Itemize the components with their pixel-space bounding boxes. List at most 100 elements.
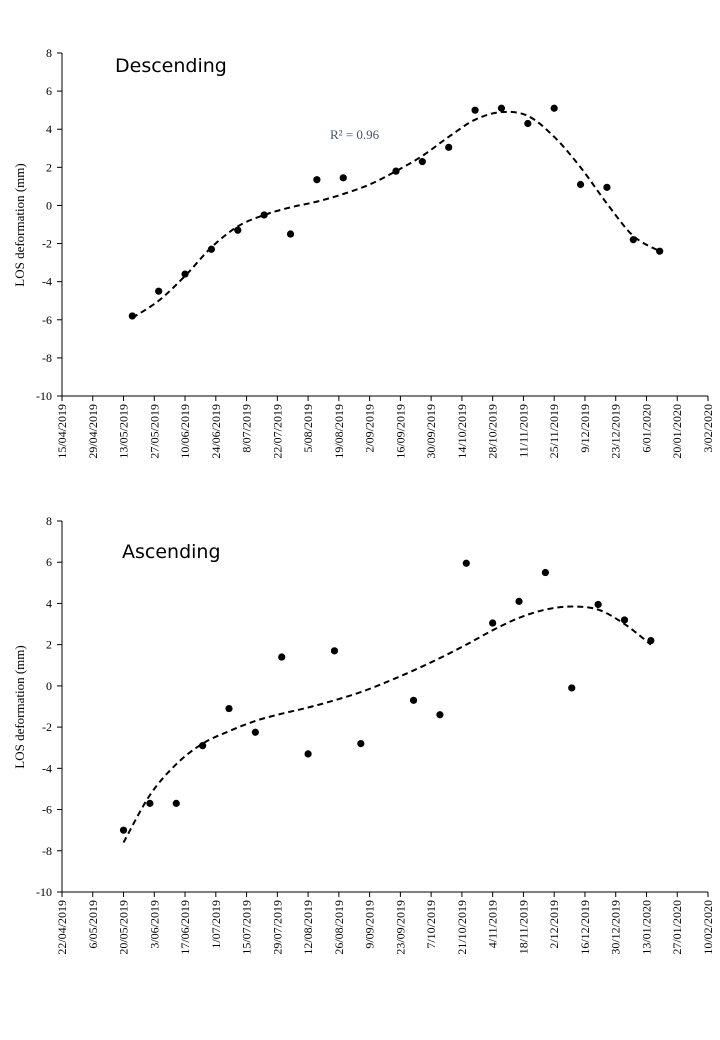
chart-ascending: Ascending LOS deformation (mm) -10 -8 -6 -4… <box>12 514 715 955</box>
x-tick-label: 15/04/2019 <box>55 404 69 459</box>
x-tick-label: 27/01/2020 <box>670 900 684 955</box>
x-tick-label: 25/11/2019 <box>547 404 561 458</box>
data-point <box>515 597 523 605</box>
y-tick-label: -2 <box>42 720 52 734</box>
x-tick-label: 29/04/2019 <box>86 404 100 459</box>
x-tick-label: 5/08/2019 <box>301 404 315 453</box>
data-point <box>260 211 268 219</box>
data-point <box>497 104 506 112</box>
x-tick-label: 30/09/2019 <box>424 404 438 459</box>
x-tick-label: 20/05/2019 <box>117 900 131 955</box>
data-point <box>524 119 532 128</box>
x-tick-label: 14/10/2019 <box>455 404 469 459</box>
r-squared-annotation: R² = 0.96 <box>330 127 380 142</box>
x-tick-label: 28/10/2019 <box>486 404 500 459</box>
x-tick-label: 23/09/2019 <box>393 900 407 955</box>
y-tick-label: -10 <box>36 885 52 899</box>
x-tick-label: 8/07/2019 <box>240 404 254 453</box>
data-point <box>436 711 444 719</box>
data-point <box>234 226 242 234</box>
data-point <box>656 247 664 255</box>
y-tick-label: 2 <box>46 638 52 652</box>
data-point <box>576 180 585 189</box>
x-tick-label: 16/12/2019 <box>578 900 592 955</box>
data-point <box>146 799 154 807</box>
data-point <box>339 174 347 182</box>
data-point <box>304 750 312 758</box>
data-point <box>330 647 339 655</box>
x-tick-label: 9/12/2019 <box>578 404 592 453</box>
data-point <box>418 158 426 166</box>
x-tick-label: 21/10/2019 <box>455 900 469 955</box>
x-tick-label: 3/06/2019 <box>147 900 161 949</box>
x-tick-label: 12/08/2019 <box>301 900 315 955</box>
data-point <box>489 619 497 627</box>
y-tick-label: 4 <box>46 122 52 136</box>
x-tick-label: 26/08/2019 <box>332 900 346 955</box>
data-point <box>286 230 295 238</box>
x-tick-label: 1/07/2019 <box>209 900 223 949</box>
y-tick-label: 0 <box>46 198 52 212</box>
y-tick-label: 4 <box>46 596 52 610</box>
x-tick-label: 13/05/2019 <box>117 404 131 459</box>
y-axis-title-ascending: LOS deformation (mm) <box>12 645 27 768</box>
chart-title-ascending: Ascending <box>122 541 221 563</box>
trendline <box>122 605 652 844</box>
x-tick-label: 4/11/2019 <box>486 900 500 948</box>
y-tick-label: 8 <box>46 46 52 60</box>
data-point <box>313 176 321 184</box>
x-tick-label: 27/05/2019 <box>147 404 161 459</box>
y-tick-label: 6 <box>46 84 52 98</box>
chart-title-descending: Descending <box>115 55 227 77</box>
data-point <box>172 799 180 807</box>
x-tick-label: 22/04/2019 <box>55 900 69 955</box>
x-tick-label: 20/01/2020 <box>670 404 684 459</box>
x-tick-label: 19/08/2019 <box>332 404 346 459</box>
x-tick-label: 10/02/2020 <box>701 900 715 955</box>
y-tick-label: -8 <box>42 351 52 365</box>
x-tick-label: 30/12/2019 <box>609 900 623 955</box>
x-tick-label: 2/09/2019 <box>363 404 377 453</box>
data-point <box>225 704 233 713</box>
x-tick-label: 23/12/2019 <box>609 404 623 459</box>
data-point <box>568 684 576 692</box>
x-tick-label: 24/06/2019 <box>209 404 223 459</box>
data-point <box>278 653 286 661</box>
y-tick-label: -4 <box>42 275 52 289</box>
x-tick-label: 18/11/2019 <box>516 900 530 954</box>
y-tick-label: 8 <box>46 514 52 528</box>
x-tick-label: 7/10/2019 <box>424 900 438 949</box>
data-point <box>471 106 479 114</box>
y-tick-label: 0 <box>46 679 52 693</box>
data-point <box>181 270 189 278</box>
x-tick-label: 3/02/2020 <box>701 404 715 453</box>
data-point <box>462 559 470 567</box>
data-point <box>207 245 216 253</box>
x-tick-label: 6/05/2019 <box>86 900 100 949</box>
data-point <box>541 568 550 577</box>
data-point <box>119 826 128 834</box>
data-point <box>128 312 136 320</box>
x-tick-label: 9/09/2019 <box>363 900 377 949</box>
data-point <box>620 616 629 624</box>
data-point <box>155 287 163 295</box>
x-tick-label: 2/12/2019 <box>547 900 561 949</box>
y-tick-label: -8 <box>42 844 52 858</box>
trendline <box>131 110 661 319</box>
data-point <box>647 636 655 645</box>
data-point <box>251 728 259 736</box>
y-tick-label: 6 <box>46 555 52 569</box>
x-tick-label: 15/07/2019 <box>240 900 254 955</box>
x-tick-label: 11/11/2019 <box>516 404 530 458</box>
data-point <box>445 143 453 151</box>
data-point <box>409 696 418 704</box>
x-tick-label: 17/06/2019 <box>178 900 192 955</box>
x-tick-label: 10/06/2019 <box>178 404 192 459</box>
data-point <box>594 600 602 609</box>
x-tick-label: 16/09/2019 <box>393 404 407 459</box>
x-tick-label: 6/01/2020 <box>639 404 653 453</box>
data-point <box>199 742 207 750</box>
y-tick-label: -2 <box>42 237 52 251</box>
y-tick-label: -6 <box>42 313 52 327</box>
